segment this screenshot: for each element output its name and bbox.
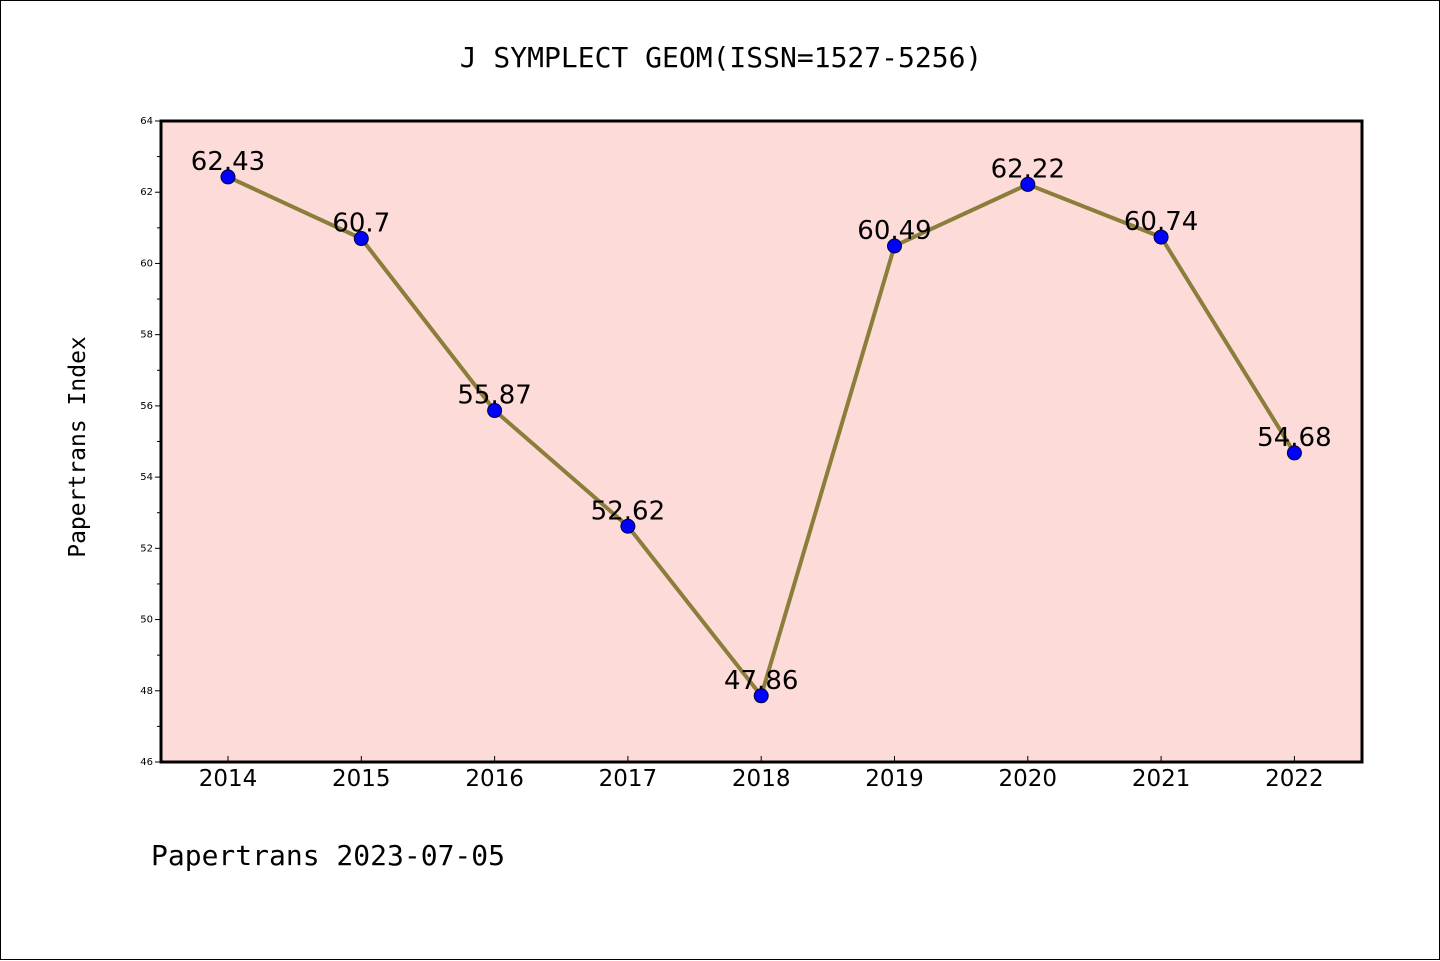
data-label: 52.62 (591, 496, 665, 526)
data-label: 60.74 (1124, 207, 1198, 237)
data-label: 60.49 (857, 216, 931, 246)
data-label: 47.86 (724, 666, 798, 696)
y-axis-label: Papertrans Index (65, 336, 91, 558)
y-tick-label: 46 (140, 757, 153, 768)
x-tick-label: 2020 (999, 766, 1058, 792)
x-tick-label: 2021 (1132, 766, 1191, 792)
x-tick-label: 2019 (865, 766, 924, 792)
series-group: 62.43 60.7 55.87 52.62 47.86 60.49 62.22 60.74 5… (191, 147, 1332, 704)
y-tick-label: 50 (140, 615, 153, 626)
data-point (1153, 229, 1169, 245)
chart-title: J SYMPLECT GEOM(ISSN=1527-5256) (460, 41, 983, 74)
y-tick-label: 60 (140, 258, 153, 269)
data-point (353, 231, 369, 247)
data-label: 54.68 (1257, 423, 1331, 453)
x-tick-label: 2022 (1265, 766, 1324, 792)
x-tick-label: 2016 (465, 766, 524, 792)
y-tick-label: 58 (140, 330, 153, 341)
x-tick-label: 2017 (599, 766, 658, 792)
data-label: 60.7 (332, 209, 390, 239)
data-label: 62.22 (991, 154, 1065, 184)
x-tick-label: 2014 (199, 766, 258, 792)
data-point (1286, 445, 1302, 461)
x-tick-label: 2015 (332, 766, 391, 792)
y-tick-label: 52 (140, 543, 153, 554)
y-tick-label: 54 (140, 472, 153, 483)
data-point (1020, 176, 1036, 192)
data-point (753, 688, 769, 704)
data-point (620, 518, 636, 534)
data-point (887, 238, 902, 254)
x-tick-label: 2018 (732, 766, 791, 792)
plot-area (161, 121, 1362, 762)
y-tick-label: 62 (140, 187, 153, 198)
plot-border (159, 119, 1364, 764)
y-axis: 46 48 50 52 54 56 58 60 62 64 (140, 116, 161, 768)
data-point (220, 169, 236, 185)
data-label: 62.43 (191, 147, 265, 177)
data-label: 55.87 (457, 381, 531, 411)
data-point (487, 403, 503, 419)
y-tick-label: 56 (140, 401, 153, 412)
y-tick-label: 64 (140, 116, 153, 127)
footer-text: Papertrans 2023-07-05 (151, 839, 505, 872)
y-tick-label: 48 (140, 686, 153, 697)
